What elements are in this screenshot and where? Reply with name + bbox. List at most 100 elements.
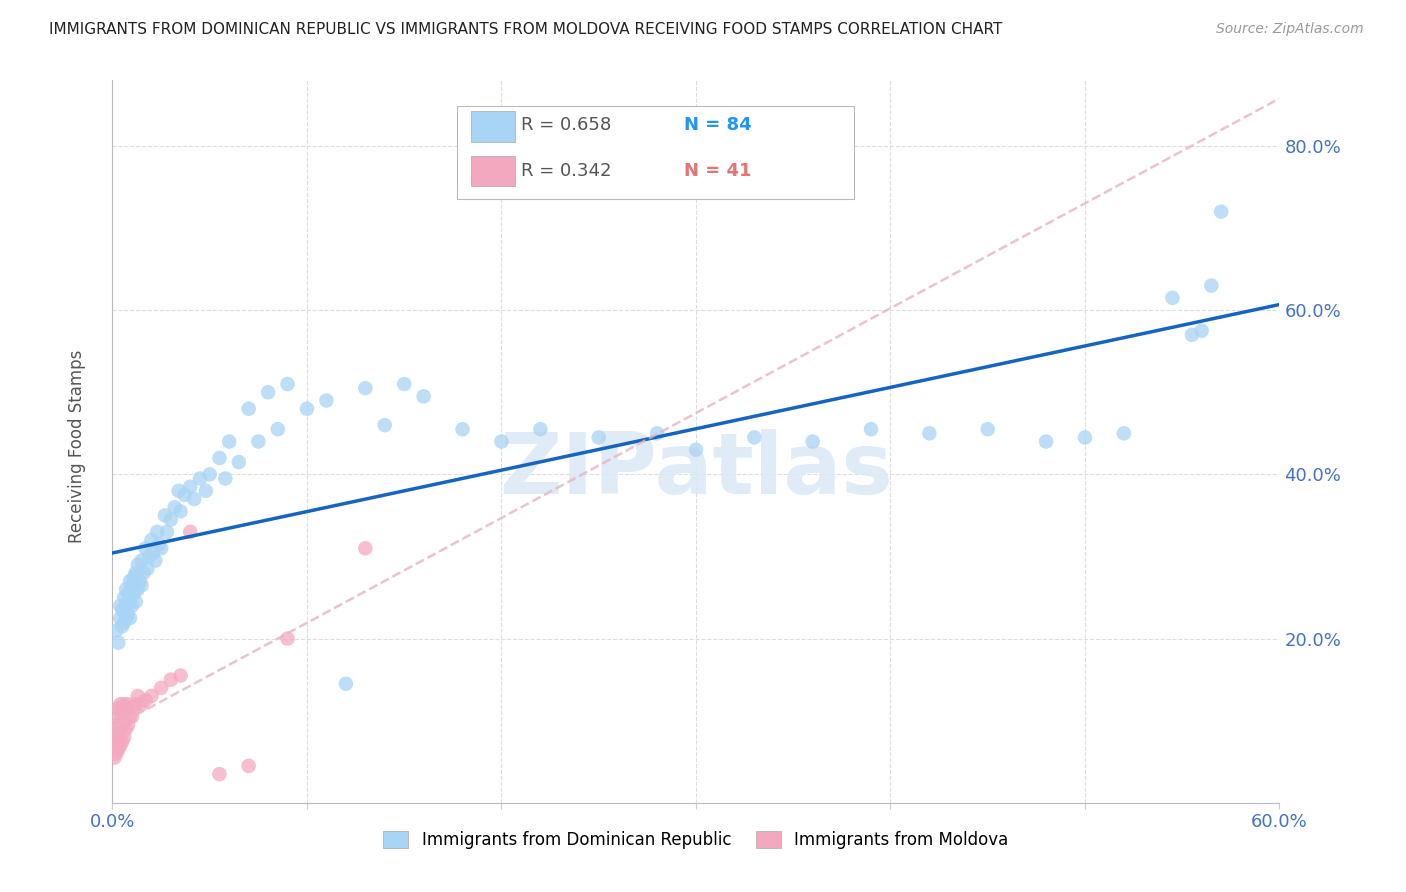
Text: Receiving Food Stamps: Receiving Food Stamps: [69, 350, 86, 542]
Point: [110, 599, 132, 613]
Point: [103, 750, 125, 764]
Point: [276, 377, 298, 392]
Point: [394, 377, 416, 392]
Point: [976, 422, 998, 436]
Point: [198, 467, 221, 482]
Point: [131, 553, 153, 567]
Point: [132, 566, 155, 580]
Point: [267, 422, 290, 436]
Point: [110, 698, 132, 712]
Point: [146, 524, 169, 539]
Point: [150, 541, 173, 556]
Point: [167, 483, 190, 498]
Point: [315, 393, 337, 408]
Point: [276, 632, 298, 646]
Point: [115, 722, 138, 736]
Point: [160, 512, 183, 526]
Point: [107, 718, 129, 732]
Point: [125, 594, 148, 608]
Text: R = 0.658: R = 0.658: [520, 116, 612, 134]
Point: [117, 586, 139, 600]
Point: [1209, 204, 1232, 219]
Point: [138, 549, 160, 564]
Point: [121, 599, 143, 613]
Point: [105, 747, 128, 761]
Point: [103, 734, 125, 748]
Point: [295, 401, 318, 416]
Point: [118, 574, 141, 588]
Text: Source: ZipAtlas.com: Source: ZipAtlas.com: [1216, 22, 1364, 37]
Point: [107, 742, 129, 756]
Point: [117, 698, 139, 712]
Point: [111, 619, 134, 633]
Point: [228, 455, 250, 469]
Point: [112, 730, 135, 744]
Point: [105, 718, 128, 732]
Point: [188, 471, 211, 485]
Legend: Immigrants from Dominican Republic, Immigrants from Moldova: Immigrants from Dominican Republic, Immi…: [377, 824, 1015, 856]
Point: [163, 500, 186, 515]
Point: [1161, 291, 1184, 305]
Point: [111, 718, 134, 732]
Point: [173, 488, 195, 502]
Point: [588, 430, 610, 444]
Text: R = 0.342: R = 0.342: [520, 161, 612, 179]
Point: [529, 422, 551, 436]
Point: [105, 734, 128, 748]
Point: [131, 698, 153, 712]
Point: [918, 426, 941, 441]
Point: [131, 578, 153, 592]
Point: [801, 434, 824, 449]
FancyBboxPatch shape: [471, 112, 515, 142]
Point: [143, 553, 166, 567]
Point: [335, 677, 357, 691]
Point: [122, 570, 145, 584]
Point: [491, 434, 513, 449]
Point: [1074, 430, 1097, 444]
Point: [111, 603, 134, 617]
Point: [107, 636, 129, 650]
Point: [141, 533, 163, 547]
Point: [107, 730, 129, 744]
Point: [744, 430, 766, 444]
Point: [169, 504, 191, 518]
Point: [412, 389, 434, 403]
Point: [214, 471, 236, 485]
Point: [111, 734, 134, 748]
Point: [112, 615, 135, 630]
Point: [107, 701, 129, 715]
Point: [136, 562, 159, 576]
Point: [115, 582, 138, 597]
Point: [111, 701, 134, 715]
Point: [860, 422, 883, 436]
Point: [153, 508, 176, 523]
Point: [1035, 434, 1057, 449]
Point: [110, 739, 132, 753]
Point: [135, 541, 157, 556]
Point: [160, 673, 183, 687]
Point: [208, 767, 231, 781]
Point: [156, 524, 179, 539]
Point: [118, 709, 141, 723]
Point: [135, 693, 157, 707]
Point: [118, 611, 141, 625]
Point: [115, 701, 138, 715]
Point: [218, 434, 240, 449]
Point: [128, 574, 150, 588]
Point: [115, 611, 138, 625]
Point: [141, 689, 163, 703]
Point: [685, 442, 707, 457]
Point: [142, 545, 165, 559]
Point: [148, 537, 170, 551]
Point: [179, 480, 201, 494]
Point: [125, 566, 148, 580]
Point: [103, 722, 125, 736]
Point: [150, 681, 173, 695]
Point: [117, 607, 139, 621]
Point: [451, 422, 474, 436]
Point: [122, 701, 145, 715]
FancyBboxPatch shape: [471, 156, 515, 186]
Point: [122, 586, 145, 600]
Point: [127, 689, 149, 703]
Point: [110, 611, 132, 625]
